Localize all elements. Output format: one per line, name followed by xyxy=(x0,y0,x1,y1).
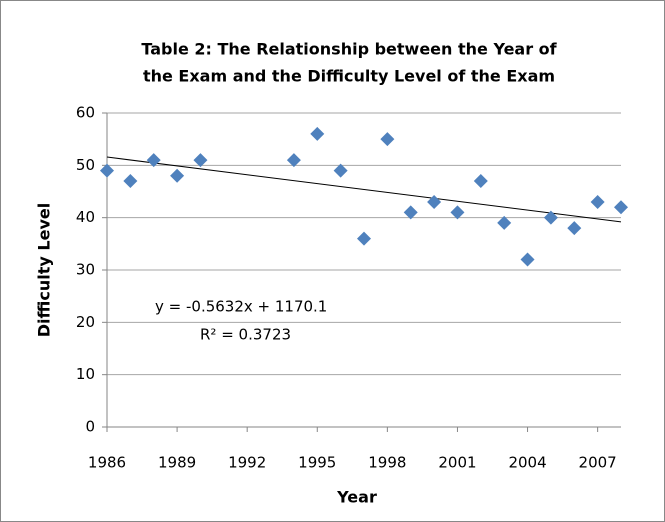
point xyxy=(520,252,535,267)
x-tick-label: 1989 xyxy=(158,454,196,472)
y-tick-label: 30 xyxy=(76,261,95,279)
point xyxy=(403,205,418,220)
x-tick-label: 1995 xyxy=(298,454,336,472)
y-tick-label: 0 xyxy=(85,418,95,436)
y-tick-label: 40 xyxy=(76,208,95,226)
point xyxy=(170,168,185,183)
point xyxy=(380,132,395,147)
r-squared: R² = 0.3723 xyxy=(200,326,291,344)
y-tick-label: 10 xyxy=(76,365,95,383)
point xyxy=(497,215,512,230)
point xyxy=(123,174,138,189)
chart-title: Table 2: The Relationship between the Ye… xyxy=(141,40,557,59)
point xyxy=(427,194,442,209)
x-tick-label: 1986 xyxy=(88,454,126,472)
trendline xyxy=(106,156,622,223)
point xyxy=(450,205,465,220)
point xyxy=(567,221,582,236)
x-tick-label: 2001 xyxy=(438,454,476,472)
point xyxy=(473,174,488,189)
point xyxy=(310,126,325,141)
point xyxy=(614,200,628,215)
y-axis-label: Difficulty Level xyxy=(35,203,54,337)
y-tick-label: 60 xyxy=(76,104,95,122)
x-tick-label: 2007 xyxy=(579,454,617,472)
point xyxy=(286,153,301,168)
point xyxy=(100,163,114,178)
trendline-equation: y = -0.5632x + 1170.1 xyxy=(155,298,327,316)
y-tick-label: 50 xyxy=(76,156,95,174)
point xyxy=(543,210,558,225)
x-tick-label: 1998 xyxy=(368,454,406,472)
point xyxy=(146,153,161,168)
point xyxy=(357,231,371,246)
x-tick-label: 2004 xyxy=(508,454,546,472)
chart-title: the Exam and the Difficulty Level of the… xyxy=(143,67,555,86)
y-tick-label: 20 xyxy=(76,313,95,331)
x-tick-label: 1992 xyxy=(228,454,266,472)
point xyxy=(590,194,605,209)
point xyxy=(333,163,348,178)
point xyxy=(193,153,208,168)
x-axis-label: Year xyxy=(336,488,377,507)
